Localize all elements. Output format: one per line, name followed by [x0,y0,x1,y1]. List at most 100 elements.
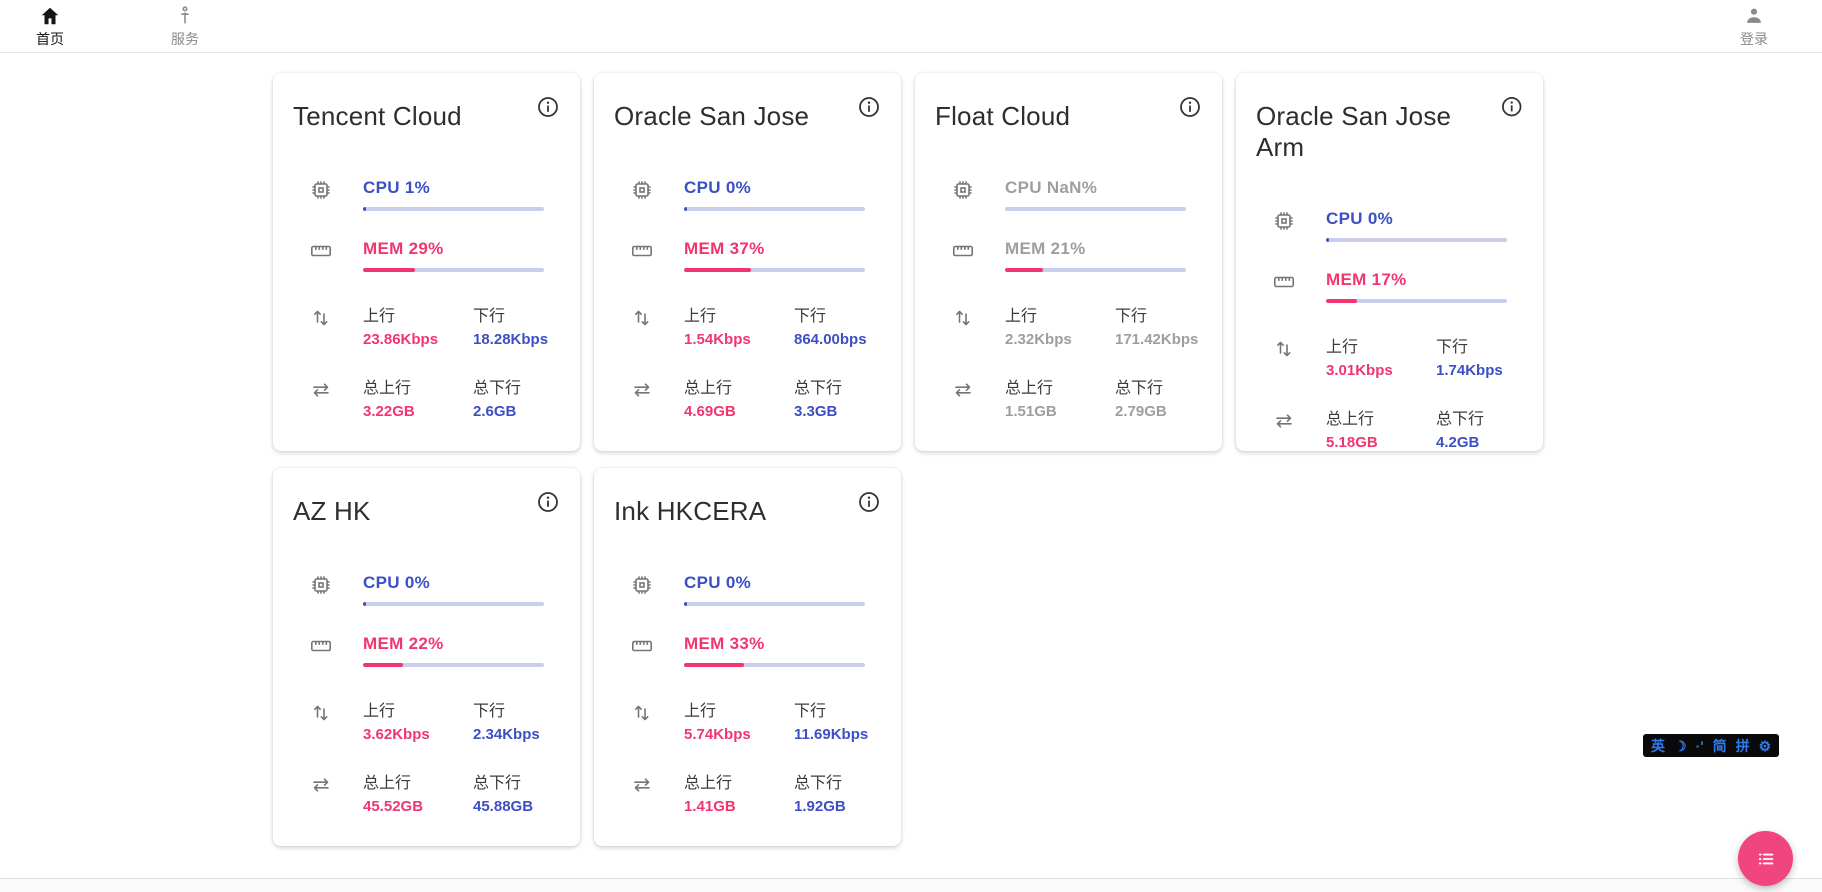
swap-horizontal-icon [1276,414,1292,428]
total-upload-value: 1.51GB [1005,403,1057,420]
cpu-usage-label: CPU 0% [1326,209,1393,228]
up-down-arrows-icon [956,310,970,326]
info-icon [538,492,558,512]
total-download-label: 总下行 [1115,380,1164,397]
server-info-button[interactable] [1178,95,1202,119]
server-list-fab[interactable] [1738,831,1793,886]
memory-icon-wrap [293,634,363,667]
total-download-value: 4.2GB [1436,434,1480,451]
network-speed-icon-wrap [935,302,1005,348]
cpu-progressbar [363,207,544,211]
mem-progressbar [684,268,865,272]
cpu-progressbar [684,602,865,606]
cpu-icon-wrap [1256,209,1326,242]
info-icon [538,97,558,117]
swap-horizontal-icon [313,778,329,792]
ime-lang-indicator[interactable]: 英 [1651,737,1665,754]
download-speed: 11.69Kbps [794,726,869,743]
mem-usage-label: MEM 37% [684,239,765,258]
nav-item-services[interactable]: 服务 [171,5,199,49]
network-speed-icon-wrap [293,302,363,348]
server-card-grid: Tencent Cloud CPU 1% [273,73,1543,846]
upload-label: 上行 [1326,339,1359,356]
ime-toolbar: 英 ☽ ·' 简拼 ⚙ [1643,734,1780,757]
total-download-value: 1.92GB [794,798,846,815]
ime-pinyin-indicator[interactable]: 拼 [1735,737,1750,754]
cpu-usage-label: CPU NaN% [1005,178,1098,197]
up-down-arrows-icon [635,310,649,326]
network-speed-icon-wrap [614,302,684,348]
total-upload-value: 1.41GB [684,798,736,815]
total-upload-value: 45.52GB [363,798,424,815]
cpu-usage-label: CPU 1% [363,178,430,197]
total-upload-label: 总上行 [684,775,733,792]
cpu-chip-icon [312,181,330,199]
download-speed: 2.34Kbps [473,726,540,743]
ime-simplified-chinese-indicator[interactable]: 简 [1712,737,1727,754]
server-name: Float Cloud [935,101,1071,131]
upload-label: 上行 [363,308,396,325]
upload-label: 上行 [684,703,717,720]
total-download-label: 总下行 [473,775,522,792]
total-upload-value: 3.22GB [363,403,415,420]
account-icon [1747,8,1761,23]
ime-gear-icon[interactable]: ⚙ [1758,737,1772,754]
download-label: 下行 [1115,308,1148,325]
upload-label: 上行 [684,308,717,325]
server-info-button[interactable] [536,95,560,119]
total-download-label: 总下行 [1436,411,1485,428]
network-speed-icon-wrap [1256,333,1326,379]
top-nav: 首页 服务 登录 [0,0,1822,53]
total-upload-value: 5.18GB [1326,434,1378,451]
mem-progressbar [684,663,865,667]
cpu-icon-wrap [935,178,1005,211]
cpu-icon-wrap [614,573,684,606]
download-label: 下行 [794,308,827,325]
total-traffic-icon-wrap [935,374,1005,420]
total-upload-label: 总上行 [1326,411,1375,428]
cpu-progressbar [363,602,544,606]
server-card: AZ HK CPU 0% [273,468,580,846]
server-info-button[interactable] [1500,95,1523,119]
info-icon [1501,97,1521,117]
mem-usage-label: MEM 29% [363,239,444,258]
server-name: Oracle San Jose [614,101,810,131]
nav-login-label: 登录 [1740,31,1768,47]
total-download-value: 2.6GB [473,403,517,420]
up-down-arrows-icon [314,310,328,326]
nav-services-label: 服务 [171,31,199,47]
swap-horizontal-icon [313,383,329,397]
mem-usage-label: MEM 17% [1326,270,1407,289]
mem-progressbar [1005,268,1186,272]
server-info-button[interactable] [536,490,560,514]
ime-moon-icon[interactable]: ☽ [1674,737,1687,754]
server-card: Float Cloud CPU NaN% [915,73,1222,451]
cpu-chip-icon [1275,212,1293,230]
up-down-arrows-icon [314,705,328,721]
cpu-usage-label: CPU 0% [684,178,751,197]
ime-punctuation-indicator[interactable]: ·' [1695,737,1704,754]
memory-ruler-icon [631,245,652,257]
total-download-value: 2.79GB [1115,403,1167,420]
network-speed-icon-wrap [293,697,363,743]
download-speed: 171.42Kbps [1115,331,1199,348]
server-info-button[interactable] [857,95,881,119]
memory-ruler-icon [310,640,331,652]
memory-icon-wrap [614,634,684,667]
memory-icon-wrap [935,239,1005,272]
total-upload-label: 总上行 [363,775,412,792]
server-info-button[interactable] [857,490,881,514]
nav-item-home[interactable]: 首页 [36,5,64,49]
cpu-icon-wrap [293,573,363,606]
mem-usage-label: MEM 21% [1005,239,1086,258]
nav-home-label: 首页 [36,31,64,47]
cpu-icon-wrap [614,178,684,211]
cpu-progressbar [684,207,865,211]
cpu-chip-icon [633,181,651,199]
cpu-icon-wrap [293,178,363,211]
nav-item-login[interactable]: 登录 [1740,5,1768,49]
person-standing-icon [181,6,189,24]
server-name: Oracle San Jose Arm [1256,101,1452,162]
memory-icon-wrap [614,239,684,272]
cpu-usage-label: CPU 0% [684,573,751,592]
